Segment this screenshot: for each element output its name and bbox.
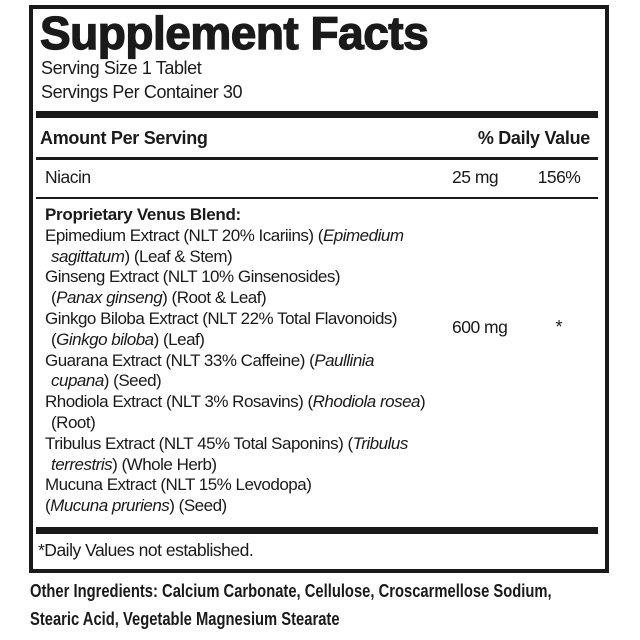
blend-line: Ginseng Extract (NLT 10% Ginsenosides) — [45, 267, 341, 287]
blend-line: sagittatum) (Leaf & Stem) — [51, 246, 233, 266]
servings-per-container: Servings Per Container 30 — [41, 82, 243, 102]
nutrient-amount: 25 mg — [452, 167, 499, 187]
blend-line: Proprietary Venus Blend: — [45, 205, 241, 224]
blend-line: Rhodiola Extract (NLT 3% Rosavins) (Rhod… — [45, 392, 426, 412]
nutrient-daily-value: 156% — [537, 167, 581, 187]
blend-amount: 600 mg — [452, 317, 508, 337]
other-ingredients-line: Other Ingredients: Calcium Carbonate, Ce… — [30, 581, 552, 601]
blend-daily-value: * — [555, 317, 563, 337]
blend-line: cupana) (Seed) — [51, 371, 162, 391]
blend-line: (Ginkgo biloba) (Leaf) — [51, 329, 205, 349]
panel-title: Supplement Facts — [39, 7, 429, 59]
blend-line: (Panax ginseng) (Root & Leaf) — [51, 288, 267, 308]
blend-line: Tribulus Extract (NLT 45% Total Saponins… — [45, 433, 408, 453]
nutrient-row-niacin: Niacin 25 mg 156% — [36, 167, 598, 191]
other-ingredients: Other Ingredients: Calcium Carbonate, Ce… — [30, 577, 637, 633]
blend-lines: Proprietary Venus Blend: Epimedium Extrac… — [45, 205, 598, 517]
divider-thin — [36, 197, 598, 199]
nutrient-name: Niacin — [45, 167, 91, 187]
blend-line: Ginkgo Biloba Extract (NLT 22% Total Fla… — [45, 308, 398, 328]
divider-thick-top — [36, 111, 598, 118]
divider-thick-bottom — [36, 527, 598, 534]
column-header-row: Amount Per Serving % Daily Value — [36, 128, 598, 150]
blend-line: Epimedium Extract (NLT 20% Icariins) (Ep… — [45, 225, 404, 245]
divider-medium — [36, 157, 598, 160]
blend-line: (Root) — [51, 412, 96, 432]
serving-size: Serving Size 1 Tablet — [41, 58, 202, 78]
supplement-facts-panel: Supplement Facts Serving Size 1 Tablet S… — [29, 5, 609, 573]
other-ingredients-line: Stearic Acid, Vegetable Magnesium Steara… — [30, 609, 340, 629]
footnote: *Daily Values not established. — [38, 540, 254, 560]
blend-line: (Mucuna pruriens) (Seed) — [45, 496, 227, 516]
blend-line: Mucuna Extract (NLT 15% Levodopa) — [45, 475, 312, 495]
amount-per-serving-header: Amount Per Serving — [40, 128, 208, 148]
blend-line: terrestris) (Whole Herb) — [51, 454, 217, 474]
proprietary-blend-section: Proprietary Venus Blend: Epimedium Extrac… — [36, 205, 598, 525]
blend-line: Guarana Extract (NLT 33% Caffeine) (Paul… — [45, 350, 375, 370]
daily-value-header: % Daily Value — [477, 128, 590, 148]
